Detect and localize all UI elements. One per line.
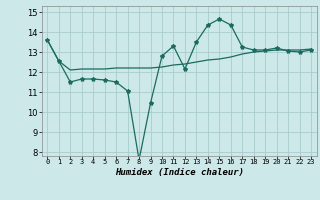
X-axis label: Humidex (Indice chaleur): Humidex (Indice chaleur) bbox=[115, 168, 244, 177]
